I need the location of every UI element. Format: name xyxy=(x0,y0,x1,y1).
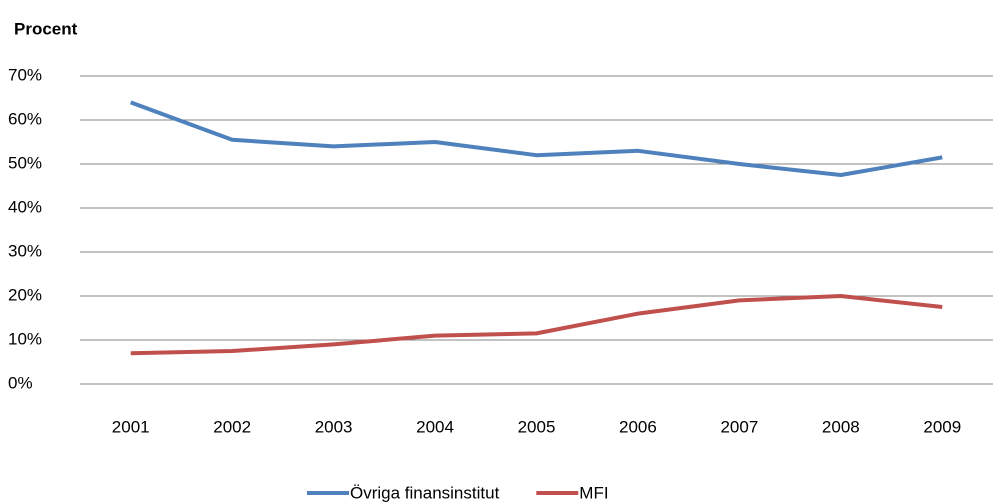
x-tick-label: 2001 xyxy=(112,417,150,436)
y-tick-label: 20% xyxy=(8,285,42,304)
x-tick-label: 2009 xyxy=(923,417,961,436)
x-tick-label: 2003 xyxy=(315,417,353,436)
y-tick-label: 0% xyxy=(8,373,33,392)
y-tick-label: 60% xyxy=(8,109,42,128)
line-series xyxy=(130,100,943,177)
chart-title: Procent xyxy=(14,19,78,38)
legend-label: Övriga finansinstitut xyxy=(350,483,500,502)
x-tick-label: 2005 xyxy=(518,417,556,436)
y-tick-label: 10% xyxy=(8,329,42,348)
y-tick-label: 40% xyxy=(8,197,42,216)
y-tick-label: 50% xyxy=(8,153,42,172)
y-tick-label: 30% xyxy=(8,241,42,260)
x-tick-label: 2002 xyxy=(213,417,251,436)
y-tick-label: 70% xyxy=(8,65,42,84)
x-tick-label: 2004 xyxy=(416,417,454,436)
x-tick-label: 2008 xyxy=(822,417,860,436)
legend-label: MFI xyxy=(579,483,608,502)
x-tick-label: 2007 xyxy=(720,417,758,436)
x-tick-label: 2006 xyxy=(619,417,657,436)
line-series xyxy=(130,294,943,356)
